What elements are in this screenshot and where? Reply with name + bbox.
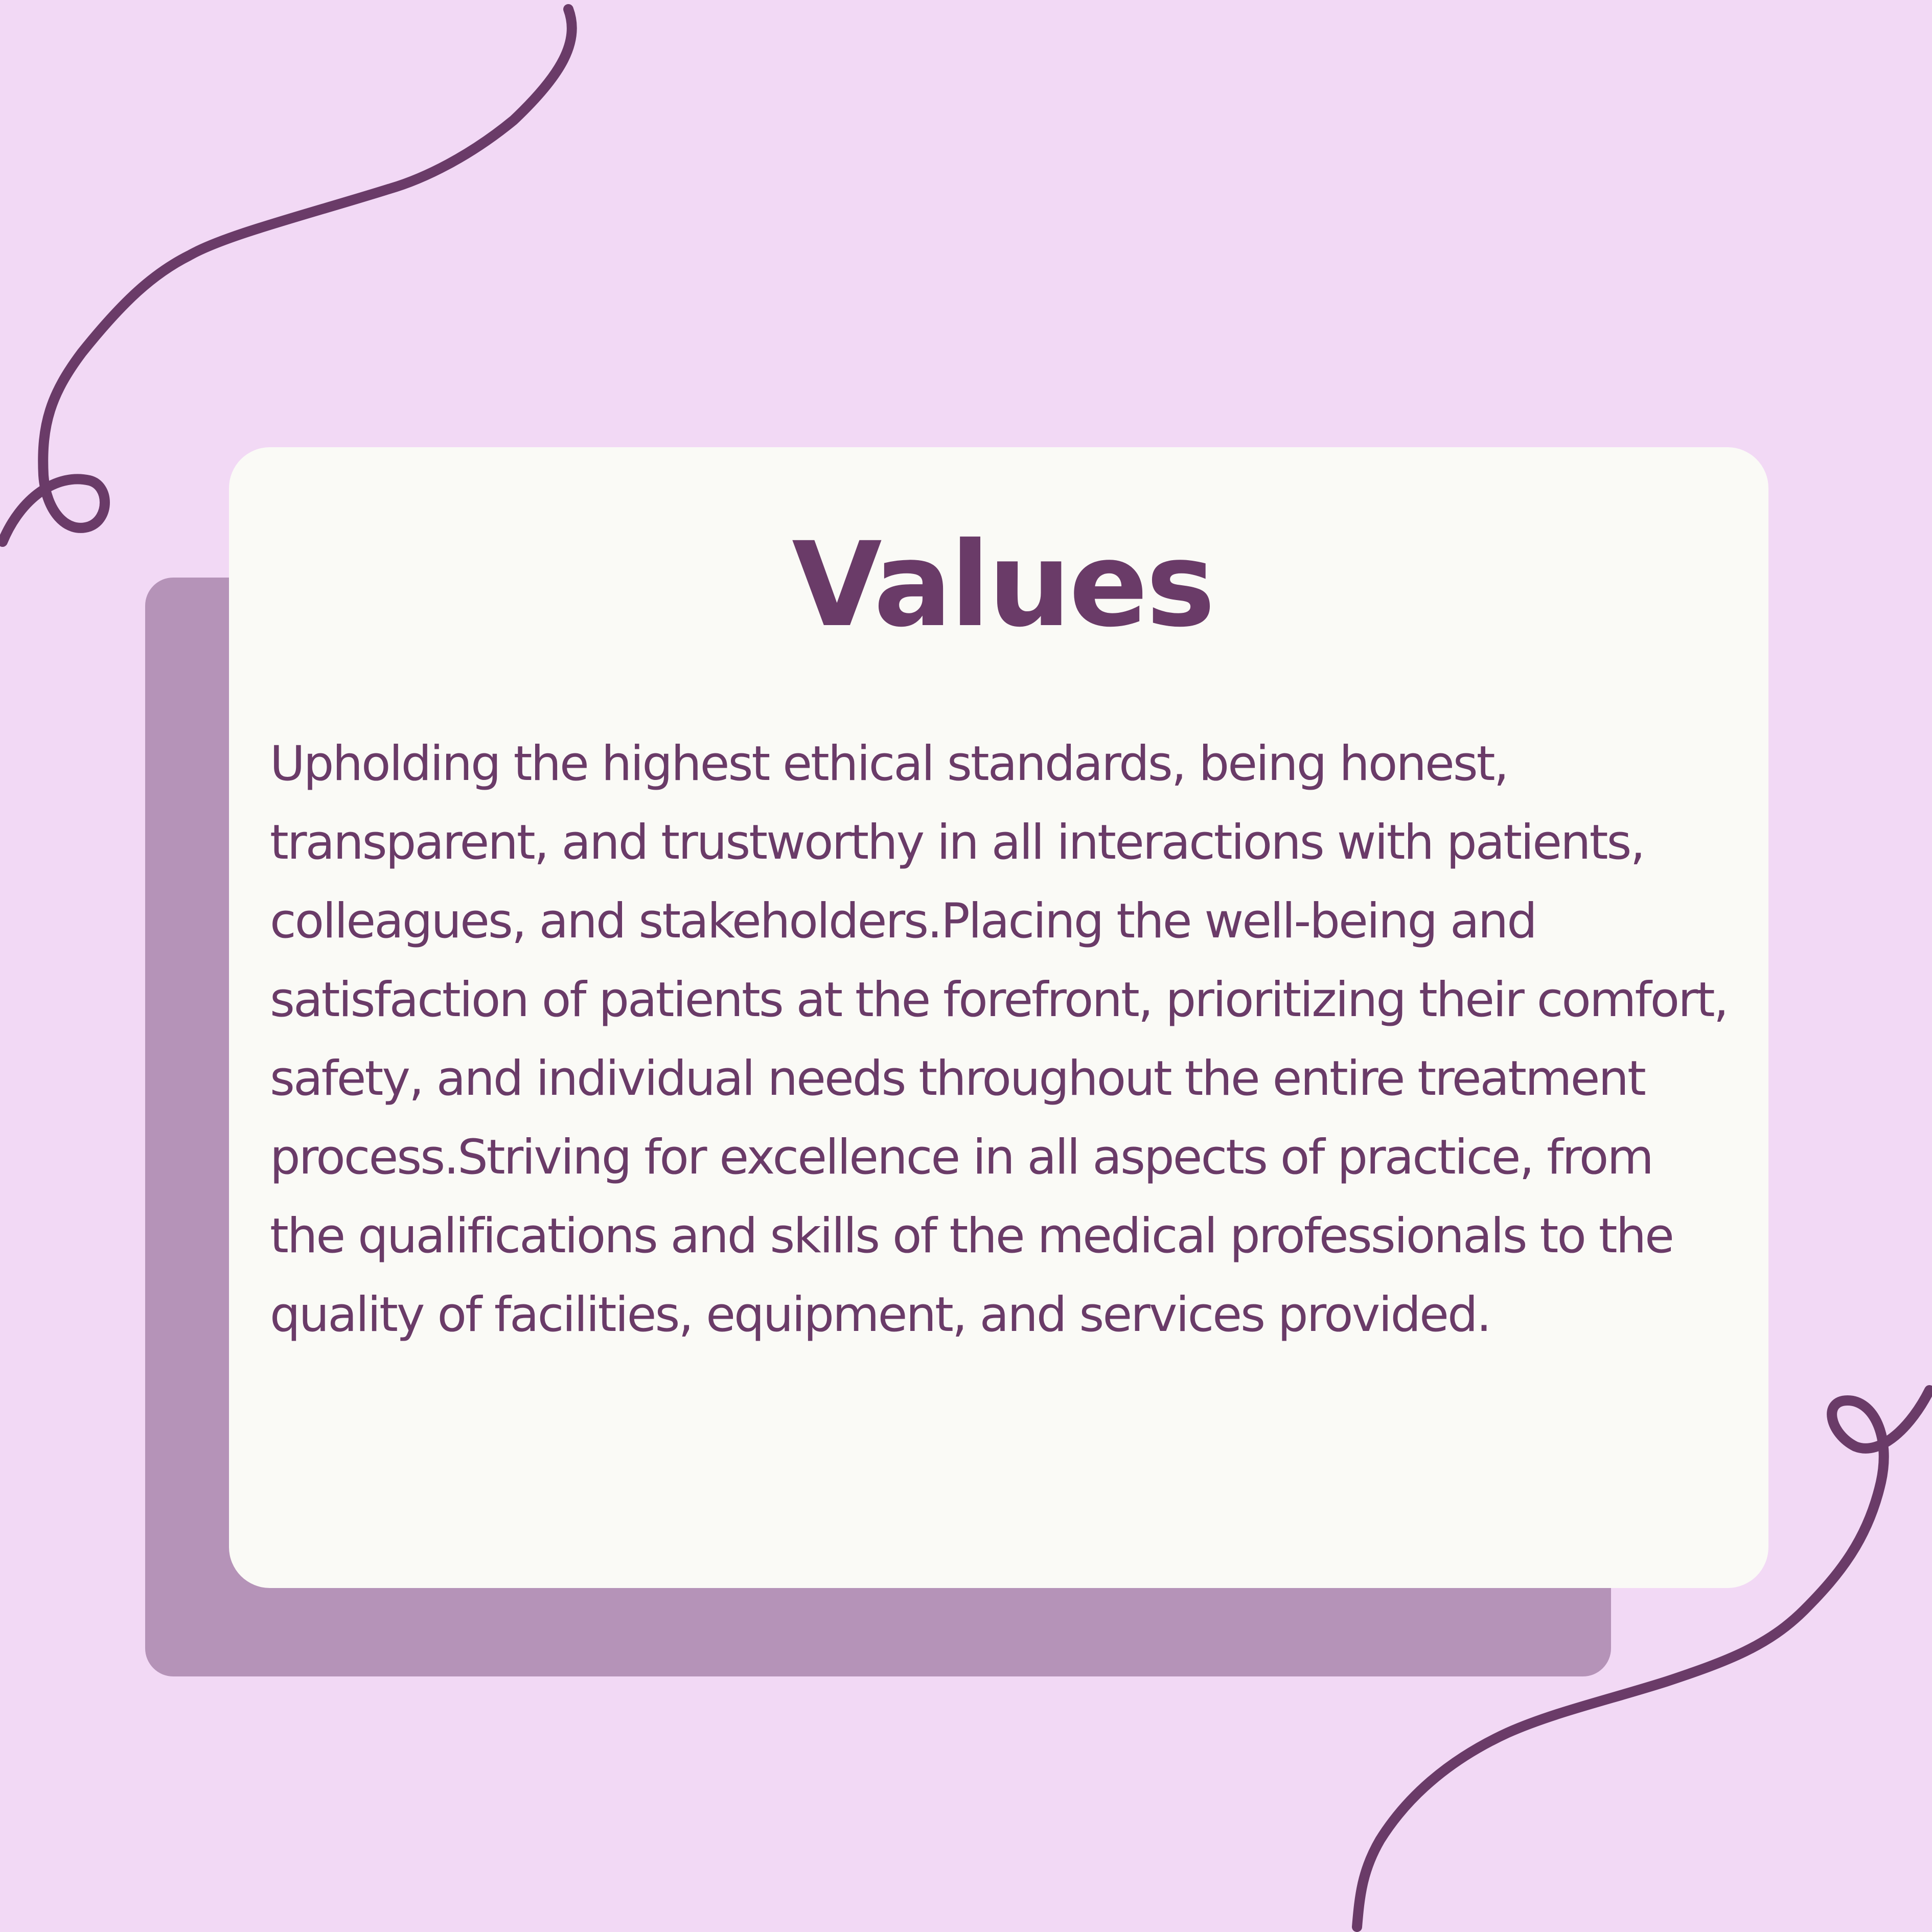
values-card: Values Upholding the highest ethical sta…: [229, 447, 1768, 1588]
card-title: Values: [792, 517, 1215, 653]
card-body-text: Upholding the highest ethical standards,…: [270, 736, 1729, 1343]
